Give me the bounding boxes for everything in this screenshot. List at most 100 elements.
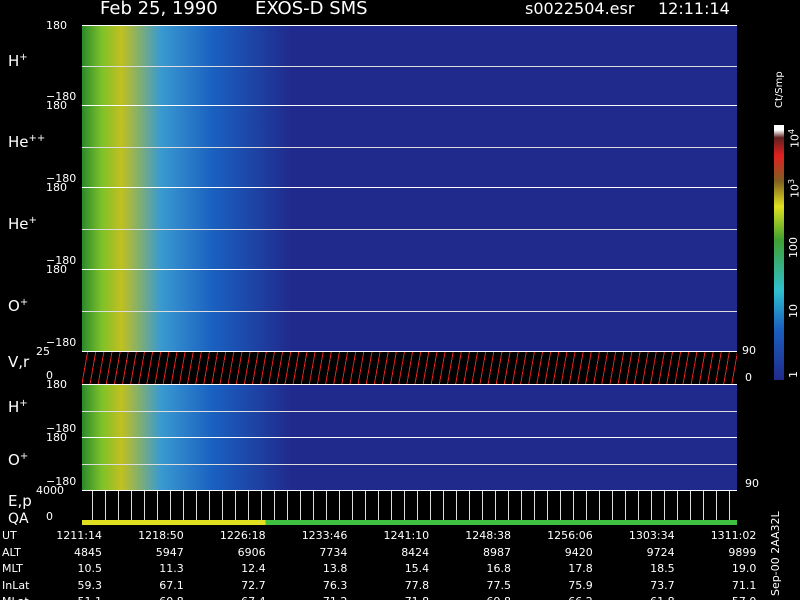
- ephem-value: 51.1: [50, 596, 103, 600]
- y-tick-top: 180: [46, 99, 67, 112]
- colorbar-label: 103: [787, 178, 800, 198]
- panel-label: He+: [8, 215, 37, 233]
- panel-label: E,p: [8, 492, 32, 510]
- right-tick-top: 90: [742, 344, 756, 357]
- ephem-value: 75.9: [568, 578, 593, 592]
- ephem-value: 77.8: [404, 578, 430, 592]
- qa-bar: [82, 520, 737, 525]
- trace-line: [82, 146, 737, 148]
- panel-plot: [82, 105, 737, 187]
- ephem-name: ALT: [2, 545, 21, 559]
- trace-line: [82, 65, 737, 67]
- ephem-name: MLat: [2, 596, 29, 600]
- ephem-value: 71.8: [377, 596, 430, 600]
- ephem-value: 18.5: [650, 562, 675, 575]
- header-date: Feb 25, 1990: [100, 0, 218, 19]
- panel-label-sup: +: [19, 52, 28, 63]
- colorbar-label: 1: [787, 371, 800, 378]
- panel-plot: [82, 187, 737, 269]
- panel-label-sup: +: [19, 450, 29, 462]
- y-tick-bottom: −180: [46, 475, 77, 488]
- ephem-name: UT: [2, 529, 17, 542]
- panel-label: O+: [8, 450, 29, 469]
- ephem-value: 1233:46: [301, 529, 348, 542]
- panel-label-sup: ++: [28, 133, 46, 144]
- colorbar-label: 10: [787, 304, 800, 318]
- footer: Sep-00 2AA32L: [769, 511, 782, 596]
- panel-label: H+: [8, 397, 28, 416]
- panel-label-sup: +: [28, 215, 37, 226]
- y-tick-bottom: −180: [46, 422, 77, 435]
- y-tick-bottom: 0: [46, 510, 53, 523]
- ephem-value: 69.8: [459, 596, 512, 600]
- ephem-name: MLT: [2, 562, 23, 575]
- ephem-value: 9724: [646, 545, 675, 559]
- header-time: 12:11:14: [658, 0, 730, 18]
- ephem-value: 19.0: [731, 562, 757, 575]
- ephem-value: 57.0: [704, 596, 757, 600]
- colorbar-label-sup: 3: [787, 178, 796, 184]
- ephem-value: 72.7: [241, 578, 266, 592]
- ephem-value: 1226:18: [219, 529, 266, 542]
- right-tick-bottom: 90: [745, 477, 759, 490]
- y-tick-top: 180: [46, 378, 67, 391]
- panel-label-sup: +: [19, 397, 28, 409]
- ephem-value: 77.5: [486, 578, 512, 592]
- panel-plot: [82, 490, 737, 525]
- y-tick-bottom: 0: [46, 369, 53, 382]
- ephem-value: 76.3: [322, 578, 348, 592]
- y-tick-top: 25: [36, 345, 50, 358]
- trace-line: [82, 310, 737, 312]
- y-tick-top: 180: [46, 263, 67, 276]
- ephem-value: 1211:14: [56, 529, 102, 542]
- ephem-value: 73.7: [650, 578, 675, 592]
- ephem-value: 61.8: [623, 596, 675, 600]
- panel-label: H+: [8, 52, 28, 70]
- header-file: s0022504.esr: [525, 0, 635, 18]
- panel-label: V,r: [8, 353, 30, 371]
- ephem-value: 67.4: [214, 596, 266, 600]
- ephem-value: 1241:10: [383, 529, 430, 542]
- trace-line: [82, 411, 737, 412]
- y-tick-bottom: −180: [46, 90, 77, 103]
- panel-plot: [82, 269, 737, 351]
- ephem-value: 7734: [319, 545, 348, 559]
- ephem-name: InLat: [2, 578, 30, 592]
- ephem-value: 11.3: [159, 562, 184, 575]
- panel-label-sup: +: [19, 297, 29, 308]
- ephem-value: 6906: [237, 545, 266, 559]
- ephem-value: 16.8: [486, 562, 512, 575]
- panel-label: He++: [8, 133, 46, 151]
- ephem-value: 8424: [401, 545, 430, 559]
- ephem-value: 59.3: [77, 578, 103, 592]
- colorbar-label-sup: 4: [787, 128, 796, 134]
- panel-label: O+: [8, 297, 29, 315]
- ephem-value: 60.8: [132, 596, 184, 600]
- y-tick-top: 180: [46, 19, 67, 32]
- ephem-value: 13.8: [322, 562, 348, 575]
- panel-plot: [82, 437, 737, 490]
- y-tick-top: 180: [46, 431, 67, 444]
- ephem-value: 4845: [74, 545, 102, 559]
- ephem-value: 8987: [483, 545, 511, 559]
- ephem-value: 1311:02: [710, 529, 757, 542]
- panel-plot: [82, 25, 737, 105]
- ephem-value: 66.2: [541, 596, 593, 600]
- ephem-value: 1218:50: [138, 529, 184, 542]
- colorbar-label: 104: [787, 128, 800, 148]
- ephem-value: 71.1: [731, 578, 757, 592]
- header-instrument: EXOS-D SMS: [255, 0, 368, 19]
- panel-label: QA: [8, 511, 29, 527]
- ephem-value: 5947: [155, 545, 184, 559]
- ephem-value: 1248:38: [465, 529, 511, 542]
- ephem-value: 67.1: [159, 578, 184, 592]
- ephem-value: 9420: [564, 545, 593, 559]
- trace-line: [82, 464, 737, 465]
- ephem-value: 10.5: [77, 562, 103, 575]
- right-tick-bottom: 0: [745, 371, 752, 384]
- ephem-value: 1256:06: [547, 529, 593, 542]
- y-tick-bottom: −180: [46, 172, 77, 185]
- colorbar: [774, 125, 784, 380]
- panel-plot: [82, 384, 737, 437]
